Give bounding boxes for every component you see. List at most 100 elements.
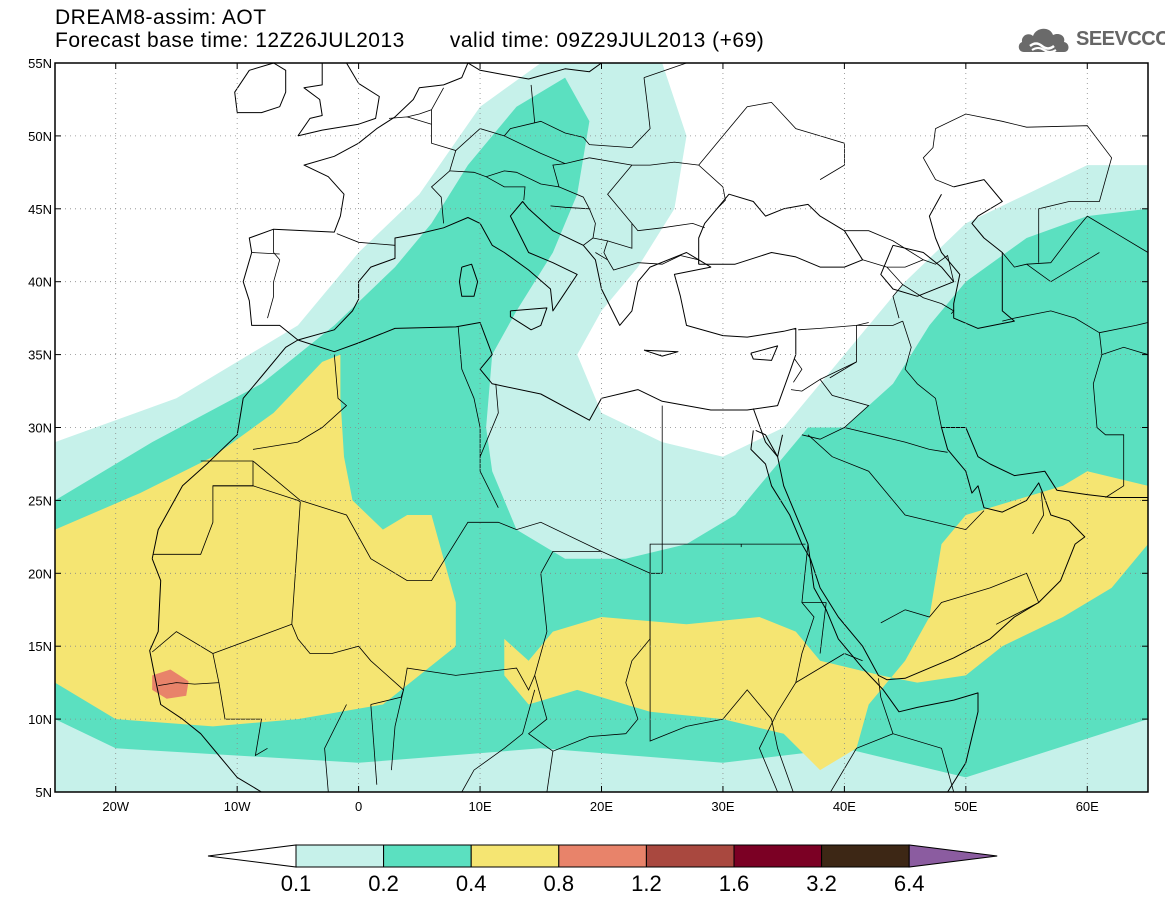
border-24 xyxy=(819,602,827,654)
border-47 xyxy=(530,84,536,123)
color-legend: 0.1 0.2 0.4 0.8 1.2 1.6 3.2 6.4 xyxy=(207,844,998,896)
border-32 xyxy=(829,361,857,379)
border-21 xyxy=(391,689,404,771)
aot-field-0.4-0.8-3 xyxy=(504,471,1148,771)
border-19 xyxy=(324,704,347,792)
border-16 xyxy=(403,551,602,691)
lat-tick-label: 10N xyxy=(28,712,52,727)
border-65 xyxy=(862,259,924,268)
title-line-1: DREAM8-assim: AOT xyxy=(55,6,764,29)
coastline-6 xyxy=(698,193,864,268)
border-69 xyxy=(1002,310,1125,498)
coastline-11 xyxy=(458,263,479,297)
legend-box-6 xyxy=(733,844,823,868)
border-53 xyxy=(550,205,590,210)
border-62 xyxy=(698,101,845,180)
title-line-2: Forecast base time: 12Z26JUL2013 valid ti… xyxy=(55,29,764,52)
lon-tick-label: 10W xyxy=(224,799,251,814)
border-18 xyxy=(546,751,554,792)
legend-label-5: 1.6 xyxy=(719,871,750,896)
border-42 xyxy=(631,222,705,232)
lat-tick-label: 50N xyxy=(28,129,52,144)
legend-box-3 xyxy=(470,844,560,868)
lat-tick-label: 35N xyxy=(28,348,52,363)
legend-label-7: 6.4 xyxy=(894,871,925,896)
border-11 xyxy=(758,544,815,792)
aot-field-0.8-1.2-4 xyxy=(152,669,189,699)
lat-tick-label: 45N xyxy=(28,202,52,217)
coastline-7 xyxy=(928,179,1015,329)
border-57 xyxy=(267,229,281,319)
coastline-9 xyxy=(297,63,380,137)
border-40 xyxy=(680,255,700,265)
legend-box-7 xyxy=(821,844,910,868)
lon-tick-label: 30E xyxy=(711,799,734,814)
border-58 xyxy=(251,252,280,255)
border-51 xyxy=(485,176,526,201)
legend-label-3: 0.8 xyxy=(544,871,575,896)
border-38 xyxy=(880,609,906,624)
border-70 xyxy=(1001,215,1148,268)
title-block: DREAM8-assim: AOT Forecast base time: 12… xyxy=(55,6,764,52)
valid-time: valid time: 09Z29JUL2013 (+69) xyxy=(449,29,765,52)
border-66 xyxy=(886,266,942,304)
border-15 xyxy=(218,682,268,757)
coastline-14 xyxy=(750,345,779,361)
lon-tick-label: 40E xyxy=(833,799,856,814)
border-20 xyxy=(370,704,378,785)
legend-arrow-high xyxy=(908,844,998,868)
border-26 xyxy=(830,733,894,792)
border-61 xyxy=(716,186,726,210)
country-border-layer xyxy=(151,63,1148,792)
legend-box-2 xyxy=(383,844,472,868)
border-55 xyxy=(603,240,608,260)
border-54 xyxy=(592,223,633,249)
border-1 xyxy=(252,460,663,581)
coastline-15 xyxy=(880,244,955,297)
border-30 xyxy=(798,322,869,331)
legend-label-6: 3.2 xyxy=(806,871,837,896)
border-71 xyxy=(922,113,1113,263)
border-4 xyxy=(457,326,499,508)
lon-tick-label: 20E xyxy=(590,799,613,814)
border-41 xyxy=(595,252,681,271)
lon-tick-label: 60E xyxy=(1076,799,1099,814)
border-44 xyxy=(589,157,632,166)
coastline-13 xyxy=(643,349,679,357)
coastline-5 xyxy=(777,434,783,457)
gridline-layer xyxy=(55,63,1148,792)
coastline-2 xyxy=(752,408,979,792)
coastline-layer xyxy=(149,63,1148,792)
legend-box-1 xyxy=(295,844,385,868)
lat-tick-label: 15N xyxy=(28,639,52,654)
lon-tick-label: 0 xyxy=(355,799,362,814)
lat-tick-label: 5N xyxy=(35,785,52,800)
border-49 xyxy=(430,150,457,224)
border-14 xyxy=(212,623,292,654)
border-60 xyxy=(407,109,432,118)
border-67 xyxy=(892,284,904,319)
border-39 xyxy=(1032,491,1045,535)
border-37 xyxy=(904,572,1040,625)
coastline-3 xyxy=(750,427,1148,681)
legend-box-4 xyxy=(558,844,647,868)
border-63 xyxy=(643,63,687,78)
lat-tick-label: 20N xyxy=(28,566,52,581)
coastline-4 xyxy=(755,429,779,457)
cloud-logo-icon xyxy=(1018,28,1069,53)
legend-arrow-low xyxy=(207,844,297,868)
logo-text: SEEVCCC xyxy=(1076,27,1165,50)
border-33 xyxy=(844,427,948,453)
border-22 xyxy=(461,689,536,792)
aot-field-layer xyxy=(55,63,1148,792)
coastline-1 xyxy=(149,558,262,792)
base-time: Forecast base time: 12Z26JUL2013 xyxy=(55,29,405,52)
border-3 xyxy=(252,354,348,450)
border-31 xyxy=(793,358,803,383)
border-0 xyxy=(153,461,254,555)
seevccc-logo: SEEVCCC xyxy=(1016,22,1165,56)
border-34 xyxy=(902,320,942,428)
aot-field-0.4-0.8-2 xyxy=(55,354,456,727)
border-73 xyxy=(1101,346,1148,355)
coastline-12 xyxy=(509,307,548,331)
